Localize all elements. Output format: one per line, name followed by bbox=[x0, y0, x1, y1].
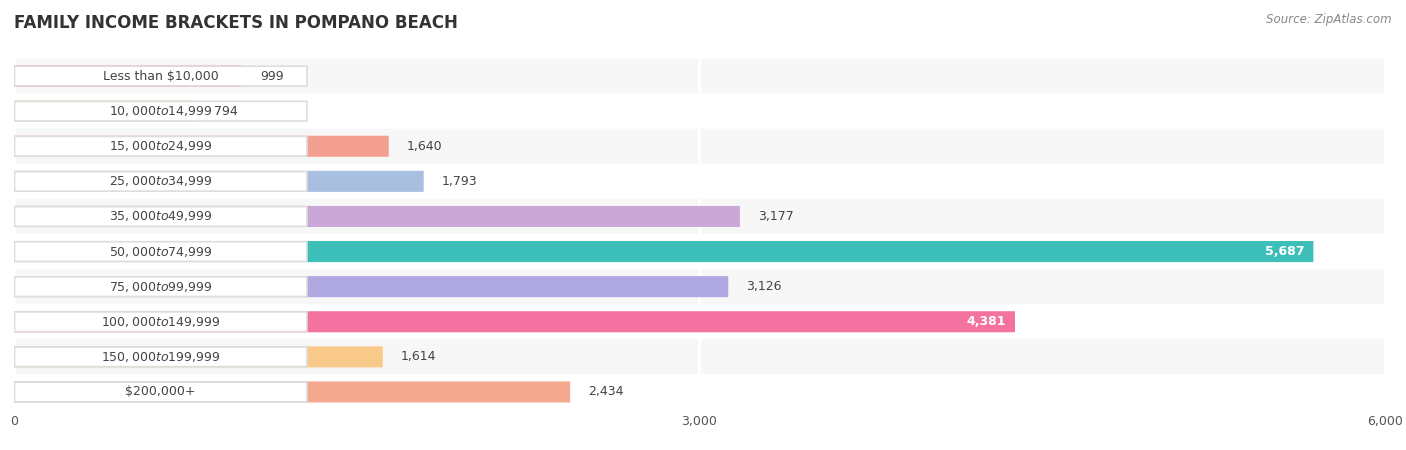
FancyBboxPatch shape bbox=[14, 66, 242, 86]
FancyBboxPatch shape bbox=[14, 171, 307, 191]
FancyBboxPatch shape bbox=[14, 382, 571, 402]
Text: $15,000 to $24,999: $15,000 to $24,999 bbox=[110, 139, 212, 153]
FancyBboxPatch shape bbox=[14, 58, 1385, 94]
Text: 1,793: 1,793 bbox=[441, 175, 478, 188]
FancyBboxPatch shape bbox=[14, 242, 307, 261]
FancyBboxPatch shape bbox=[14, 136, 388, 157]
Text: $35,000 to $49,999: $35,000 to $49,999 bbox=[110, 209, 212, 224]
Text: 1,614: 1,614 bbox=[401, 351, 437, 363]
FancyBboxPatch shape bbox=[14, 207, 307, 226]
FancyBboxPatch shape bbox=[14, 269, 1385, 304]
FancyBboxPatch shape bbox=[14, 374, 1385, 410]
FancyBboxPatch shape bbox=[14, 234, 1385, 269]
FancyBboxPatch shape bbox=[14, 206, 740, 227]
FancyBboxPatch shape bbox=[14, 346, 382, 367]
FancyBboxPatch shape bbox=[14, 304, 1385, 339]
Text: $25,000 to $34,999: $25,000 to $34,999 bbox=[110, 174, 212, 189]
Text: Less than $10,000: Less than $10,000 bbox=[103, 70, 218, 82]
FancyBboxPatch shape bbox=[14, 101, 307, 121]
Text: $75,000 to $99,999: $75,000 to $99,999 bbox=[110, 279, 212, 294]
FancyBboxPatch shape bbox=[14, 382, 307, 402]
Text: 3,177: 3,177 bbox=[758, 210, 794, 223]
Text: 999: 999 bbox=[260, 70, 284, 82]
FancyBboxPatch shape bbox=[14, 339, 1385, 374]
FancyBboxPatch shape bbox=[14, 164, 1385, 199]
Text: $10,000 to $14,999: $10,000 to $14,999 bbox=[110, 104, 212, 118]
Text: $200,000+: $200,000+ bbox=[125, 386, 195, 398]
FancyBboxPatch shape bbox=[14, 312, 307, 332]
FancyBboxPatch shape bbox=[14, 66, 307, 86]
FancyBboxPatch shape bbox=[14, 94, 1385, 129]
Text: 2,434: 2,434 bbox=[589, 386, 624, 398]
FancyBboxPatch shape bbox=[14, 129, 1385, 164]
FancyBboxPatch shape bbox=[14, 199, 1385, 234]
Text: $100,000 to $149,999: $100,000 to $149,999 bbox=[101, 315, 221, 329]
Text: $150,000 to $199,999: $150,000 to $199,999 bbox=[101, 350, 221, 364]
FancyBboxPatch shape bbox=[14, 101, 195, 122]
FancyBboxPatch shape bbox=[14, 171, 423, 192]
FancyBboxPatch shape bbox=[14, 241, 1313, 262]
Text: 794: 794 bbox=[214, 105, 238, 117]
FancyBboxPatch shape bbox=[14, 311, 1015, 332]
FancyBboxPatch shape bbox=[14, 277, 307, 297]
Text: Source: ZipAtlas.com: Source: ZipAtlas.com bbox=[1267, 14, 1392, 27]
Text: 5,687: 5,687 bbox=[1265, 245, 1305, 258]
Text: 4,381: 4,381 bbox=[966, 315, 1005, 328]
Text: 1,640: 1,640 bbox=[408, 140, 443, 153]
Text: 3,126: 3,126 bbox=[747, 280, 782, 293]
Text: FAMILY INCOME BRACKETS IN POMPANO BEACH: FAMILY INCOME BRACKETS IN POMPANO BEACH bbox=[14, 14, 458, 32]
FancyBboxPatch shape bbox=[14, 276, 728, 297]
FancyBboxPatch shape bbox=[14, 347, 307, 367]
Text: $50,000 to $74,999: $50,000 to $74,999 bbox=[110, 244, 212, 259]
FancyBboxPatch shape bbox=[14, 136, 307, 156]
